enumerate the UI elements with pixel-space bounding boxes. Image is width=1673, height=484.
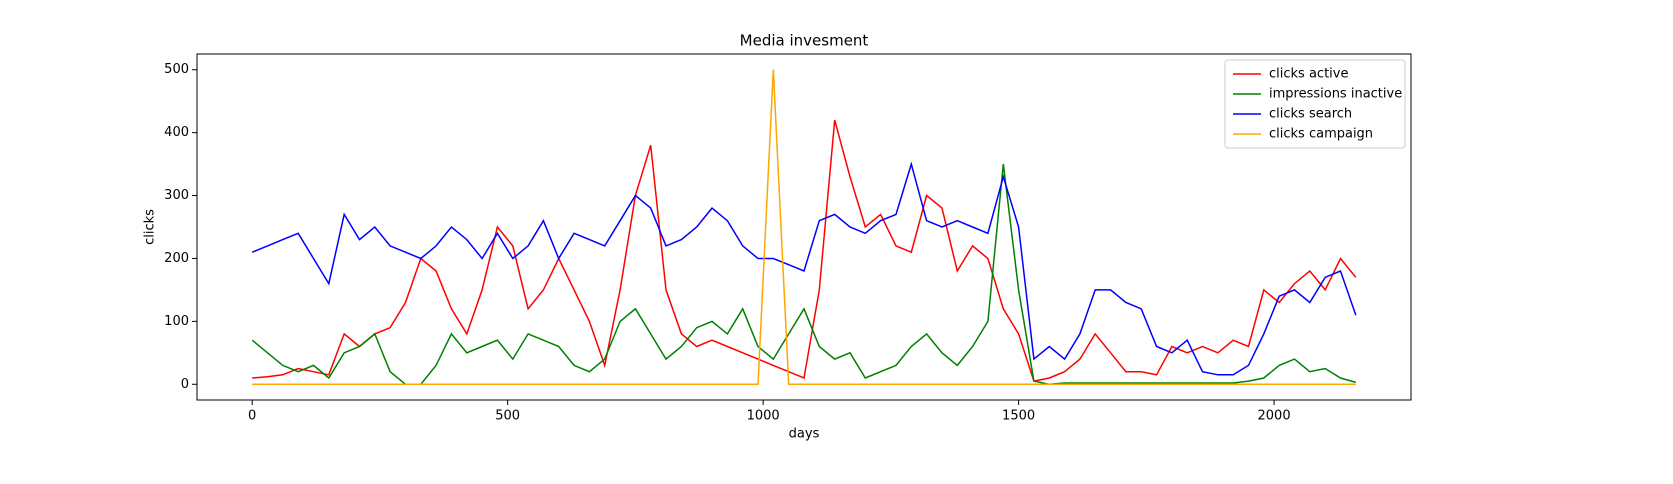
y-tick-label: 100 [164, 314, 189, 329]
x-tick-label: 1000 [747, 409, 780, 424]
y-axis-label: clicks [143, 209, 158, 245]
legend-box [1224, 59, 1406, 149]
x-axis-label: days [789, 427, 820, 442]
legend-label: clicks search [1269, 107, 1352, 122]
legend-label: clicks active [1269, 67, 1348, 82]
y-tick-label: 500 [164, 62, 189, 77]
x-tick-label: 500 [495, 409, 520, 424]
data-line [251, 161, 1357, 376]
y-tick-label: 200 [164, 251, 189, 266]
data-line [252, 119, 1357, 382]
y-tick-label: 400 [164, 125, 189, 140]
data-line [252, 69, 1356, 386]
legend-label: clicks campaign [1269, 127, 1373, 142]
x-tick-label: 1500 [1002, 409, 1035, 424]
plot-frame [196, 53, 1412, 401]
legend-label: impressions inactive [1269, 87, 1402, 102]
y-tick-label: 0 [181, 377, 189, 392]
x-tick-label: 0 [248, 409, 256, 424]
chart-title: Media invesment [740, 32, 869, 50]
x-tick-label: 2000 [1258, 409, 1291, 424]
y-tick-label: 300 [164, 188, 189, 203]
data-line [251, 164, 1357, 386]
